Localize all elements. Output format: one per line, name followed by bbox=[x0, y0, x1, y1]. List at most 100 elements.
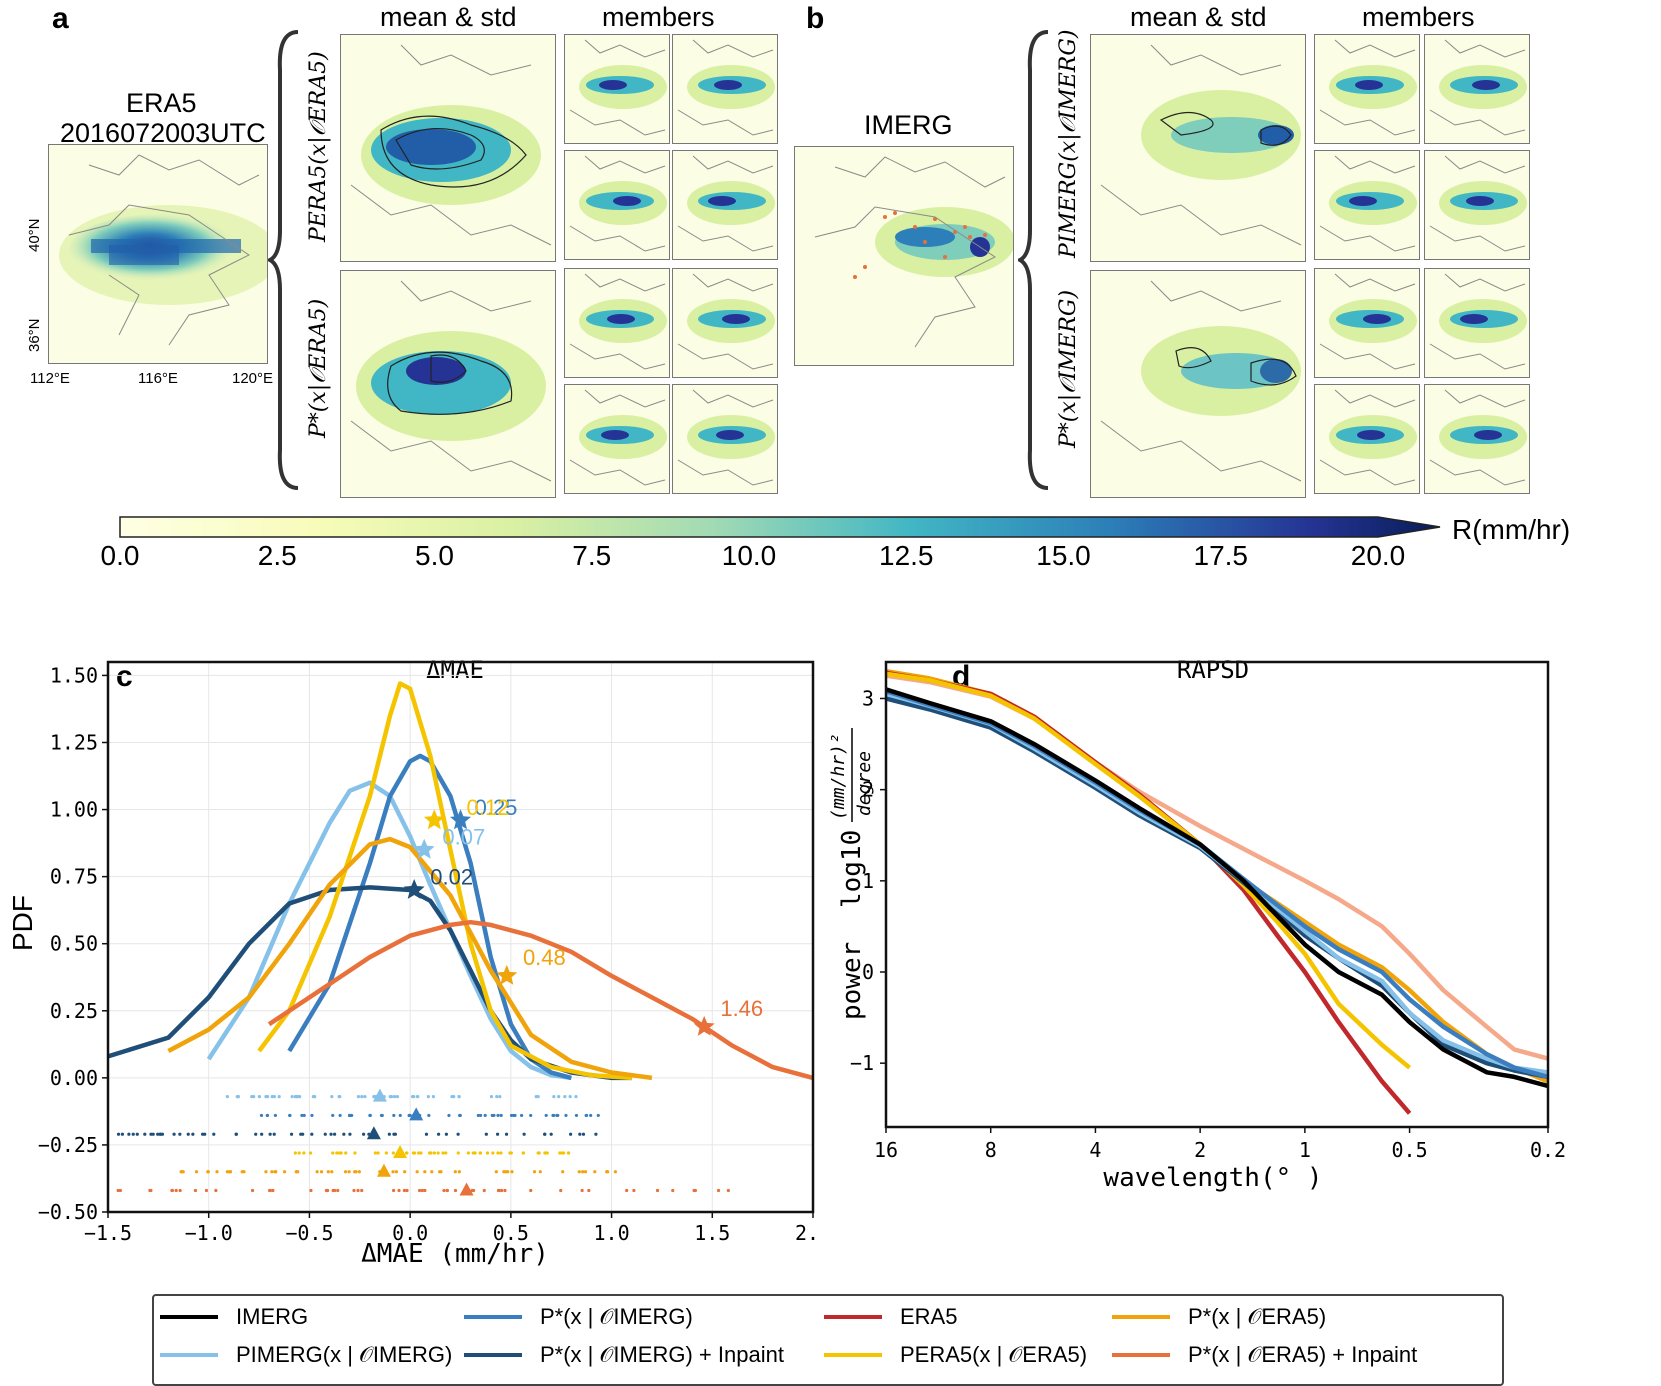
sample-dot bbox=[458, 1113, 462, 1118]
sample-dot bbox=[388, 1095, 392, 1099]
panel-b-letter: b bbox=[806, 2, 825, 35]
legend-swatch bbox=[464, 1315, 522, 1319]
sample-dot bbox=[272, 1132, 276, 1136]
sample-dot bbox=[118, 1188, 122, 1193]
sample-dot bbox=[290, 1095, 294, 1099]
colorbar-label: R(mm/hr) bbox=[1452, 514, 1571, 545]
chart-c-xtick-label: −0.5 bbox=[285, 1221, 333, 1245]
imerg-star-mean-map bbox=[1090, 270, 1306, 498]
sample-dot bbox=[444, 1151, 448, 1155]
sample-dot bbox=[563, 1095, 567, 1099]
sample-dot bbox=[301, 1132, 305, 1136]
sample-dot bbox=[310, 1113, 314, 1118]
sample-dot bbox=[174, 1188, 178, 1193]
sample-dot bbox=[522, 1132, 526, 1136]
sample-dot bbox=[596, 1113, 600, 1118]
sample-dot bbox=[544, 1113, 548, 1118]
sample-dot bbox=[568, 1095, 572, 1099]
pdf-series-line bbox=[167, 836, 653, 1081]
mean-star-label: 0.02 bbox=[430, 865, 473, 890]
sample-dot bbox=[444, 1132, 448, 1136]
legend-item: ERA5 bbox=[824, 1304, 957, 1330]
sample-dot bbox=[402, 1188, 406, 1193]
sample-dot bbox=[450, 1095, 454, 1099]
era5-member-map bbox=[564, 384, 670, 494]
chart-c-ylabel: PDF bbox=[7, 895, 38, 951]
sample-dot bbox=[356, 1188, 360, 1193]
imerg-member-map bbox=[1424, 34, 1530, 144]
sample-dot bbox=[485, 1151, 490, 1155]
sample-dot bbox=[116, 1188, 120, 1193]
sample-dot bbox=[392, 1095, 397, 1099]
sample-mean-triangle bbox=[376, 1163, 391, 1177]
sample-dot bbox=[423, 1170, 427, 1174]
chart-d-ylabel-den: degree bbox=[854, 751, 875, 816]
sample-dot bbox=[580, 1188, 584, 1193]
sample-dot bbox=[561, 1151, 566, 1155]
legend-label: PIMERG(x | 𝒪IMERG) bbox=[236, 1342, 453, 1367]
chart-c-ytick-label: 0.50 bbox=[50, 932, 98, 956]
colorbar-tick-label: 2.5 bbox=[257, 540, 297, 571]
sample-dot bbox=[581, 1170, 585, 1174]
sample-dot bbox=[484, 1132, 488, 1136]
row-label-imerg-star: P*(x|𝒪IMERG) bbox=[1056, 289, 1081, 448]
legend-swatch bbox=[1112, 1353, 1170, 1357]
sample-dot bbox=[415, 1095, 420, 1099]
chart-c-frame bbox=[106, 660, 815, 1214]
rapsd-series-line bbox=[885, 691, 1549, 1075]
sample-dot bbox=[495, 1095, 499, 1099]
sample-dot bbox=[445, 1188, 449, 1193]
sample-dot bbox=[391, 1170, 395, 1174]
sample-dot bbox=[297, 1151, 301, 1155]
sample-dot bbox=[491, 1151, 495, 1155]
sample-dot bbox=[472, 1188, 476, 1193]
colorbar-tick-label: 0.0 bbox=[100, 540, 140, 571]
sample-dot bbox=[538, 1170, 542, 1174]
sample-dot bbox=[436, 1151, 440, 1155]
sample-dot bbox=[492, 1113, 496, 1118]
chart-d-xtick-label: 1 bbox=[1299, 1138, 1311, 1162]
sample-dot bbox=[398, 1113, 402, 1118]
legend-label: P*(x | 𝒪IMERG) bbox=[540, 1304, 693, 1329]
sample-dot bbox=[336, 1188, 340, 1193]
chart-c-xtick-label: −1.5 bbox=[84, 1221, 132, 1245]
sample-dot bbox=[412, 1151, 417, 1155]
sample-dot bbox=[436, 1132, 441, 1136]
legend-item: PIMERG(x | 𝒪IMERG) bbox=[160, 1342, 452, 1368]
sample-dot bbox=[519, 1113, 524, 1118]
sample-dot bbox=[357, 1170, 361, 1174]
lon-label-112: 112°E bbox=[30, 370, 70, 387]
sample-dot bbox=[625, 1188, 629, 1193]
sample-dot bbox=[419, 1151, 423, 1155]
sample-dot bbox=[331, 1151, 335, 1155]
sample-dot bbox=[151, 1132, 155, 1136]
sample-dot bbox=[495, 1132, 500, 1136]
sample-dot bbox=[252, 1095, 256, 1099]
sample-dot bbox=[360, 1188, 364, 1193]
sample-dot bbox=[395, 1095, 400, 1099]
mean-std-title-a: mean & std bbox=[380, 2, 517, 32]
sample-dot bbox=[392, 1113, 396, 1118]
chart-d-ytick-label: 3 bbox=[862, 686, 874, 710]
sample-dot bbox=[212, 1132, 216, 1136]
sample-dot bbox=[420, 1188, 424, 1193]
sample-dot bbox=[555, 1113, 559, 1118]
legend-label: P*(x | 𝒪IMERG) + Inpaint bbox=[540, 1342, 784, 1367]
sample-dot bbox=[506, 1170, 510, 1174]
sample-dot bbox=[498, 1095, 502, 1099]
legend-label: P*(x | 𝒪ERA5) + Inpaint bbox=[1188, 1342, 1418, 1367]
sample-dot bbox=[260, 1132, 264, 1136]
sample-dot bbox=[589, 1113, 593, 1118]
sample-dot bbox=[214, 1188, 218, 1193]
sample-dot bbox=[264, 1170, 268, 1174]
lat-label-40: 40°N bbox=[26, 218, 43, 252]
sample-dot bbox=[543, 1151, 547, 1155]
rapsd-series-line bbox=[885, 687, 1549, 1089]
imerg-posterior-mean-map bbox=[1090, 34, 1306, 262]
sample-dot bbox=[362, 1132, 366, 1136]
rapsd-series-line bbox=[885, 673, 1549, 1061]
sample-dot bbox=[483, 1113, 487, 1118]
chart-d-ytick-label: −1 bbox=[850, 1051, 874, 1075]
colorbar bbox=[119, 516, 1441, 538]
sample-dot bbox=[416, 1151, 421, 1155]
